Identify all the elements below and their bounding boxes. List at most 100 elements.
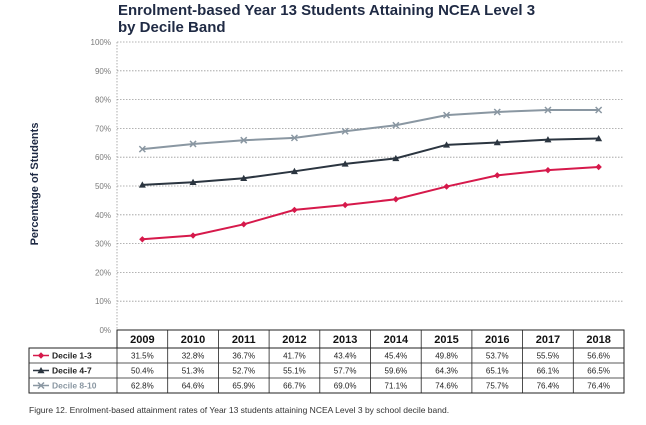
data-point (240, 136, 248, 144)
series-line (142, 137, 599, 186)
table-cell: 43.4% (334, 352, 357, 361)
data-point (139, 236, 146, 243)
series-group (138, 134, 603, 188)
x-category-label: 2009 (130, 334, 154, 346)
table-cell: 51.3% (182, 367, 205, 376)
table-cell: 71.1% (385, 382, 408, 391)
data-point (595, 134, 603, 142)
chart-title-line-1: Enrolment-based Year 13 Students Attaini… (118, 2, 536, 19)
table-cell: 75.7% (486, 382, 509, 391)
x-category-label: 2011 (232, 334, 256, 346)
data-point (290, 167, 298, 175)
table-cell: 65.1% (486, 367, 509, 376)
data-point (341, 201, 349, 209)
data-point (443, 141, 451, 148)
data-point (138, 181, 146, 188)
y-tick-label: 0% (99, 326, 111, 335)
x-category-label: 2016 (485, 334, 509, 346)
data-point (341, 160, 349, 167)
table-cell: 52.7% (232, 367, 255, 376)
figure-caption: Figure 12. Enrolment-based attainment ra… (29, 405, 450, 415)
data-table: 2009 2010 2011 2012 2013 2014 2015 2016 2017 2018… (28, 329, 625, 394)
y-tick-label: 20% (95, 268, 111, 277)
x-category-label: 2018 (586, 334, 610, 346)
chart-title: Enrolment-based Year 13 Students Attaini… (118, 2, 535, 36)
data-point (189, 178, 197, 186)
legend-marker (37, 381, 45, 390)
table-cell: 45.4% (385, 352, 408, 361)
data-point (544, 106, 552, 114)
data-point (290, 134, 298, 142)
legend-label: Decile 4-7 (52, 366, 92, 376)
table-cell: 59.6% (385, 367, 408, 376)
series-line (142, 108, 599, 151)
y-axis-label: Percentage of Students (29, 123, 41, 246)
table-cell: 74.6% (435, 382, 458, 391)
series-lines (138, 106, 603, 243)
table-cell: 69.0% (334, 382, 357, 391)
legend-marker (37, 352, 45, 359)
data-point (493, 108, 501, 116)
table-body-box (28, 347, 625, 394)
y-tick-label: 100% (91, 38, 111, 47)
x-category-label: 2015 (434, 334, 458, 346)
x-category-label: 2014 (384, 334, 409, 346)
data-point (240, 221, 247, 228)
y-tick-label: 60% (95, 153, 111, 162)
data-point (291, 206, 298, 214)
data-point (443, 183, 450, 190)
legend-entry: Decile 4-7 (33, 366, 92, 376)
table-cell: 66.1% (537, 367, 560, 376)
table-cell: 76.4% (537, 382, 560, 391)
table-cell: 53.7% (486, 352, 509, 361)
y-tick-label: 50% (95, 182, 111, 191)
series-line (142, 165, 599, 241)
y-tick-label: 70% (95, 124, 111, 133)
legend-label: Decile 1-3 (52, 351, 92, 361)
table-cell: 65.9% (232, 382, 255, 391)
data-point (341, 127, 349, 135)
data-point (544, 166, 552, 174)
y-tick-label: 80% (95, 96, 111, 105)
data-point (494, 172, 501, 179)
table-cell: 31.5% (131, 352, 154, 361)
y-axis-ticks: 0% 10% 20% 30% 40% 50% 60% 70% 80% 90% 100% (91, 38, 111, 335)
table-cell: 66.5% (587, 367, 610, 376)
data-point (544, 136, 552, 143)
gridlines (116, 41, 624, 330)
table-cell: 55.5% (537, 352, 560, 361)
data-point (189, 140, 197, 148)
legend-entry: Decile 1-3 (33, 351, 92, 361)
data-point (138, 145, 146, 153)
table-cell: 49.8% (435, 352, 458, 361)
data-point (443, 111, 451, 119)
data-point (392, 196, 400, 203)
series-group (139, 163, 602, 243)
x-category-label: 2012 (282, 334, 306, 346)
x-category-label: 2017 (536, 334, 560, 346)
legend-label: Decile 8-10 (52, 381, 97, 391)
table-cell: 36.7% (232, 352, 255, 361)
table-cell: 66.7% (283, 382, 306, 391)
data-point (240, 174, 248, 182)
table-cell: 32.8% (182, 352, 205, 361)
data-point (595, 106, 603, 114)
table-cell: 64.6% (182, 382, 205, 391)
data-point (392, 154, 400, 162)
x-category-label: 2010 (181, 334, 205, 346)
table-cell: 50.4% (131, 367, 154, 376)
table-cell: 62.8% (131, 382, 154, 391)
data-point (189, 232, 197, 239)
data-point (493, 139, 501, 146)
y-tick-label: 10% (95, 297, 111, 306)
table-cell: 57.7% (334, 367, 357, 376)
y-tick-label: 30% (95, 240, 111, 249)
chart-title-line-2: by Decile Band (118, 19, 226, 36)
table-cell: 56.6% (587, 352, 610, 361)
chart: 0% 10% 20% 30% 40% 50% 60% 70% 80% 90% 100% Percen… (28, 38, 625, 394)
table-cell: 55.1% (283, 367, 306, 376)
data-point (392, 121, 400, 129)
legend-entry: Decile 8-10 (33, 381, 97, 391)
table-cell: 41.7% (283, 352, 306, 361)
table-cell: 64.3% (435, 367, 458, 376)
